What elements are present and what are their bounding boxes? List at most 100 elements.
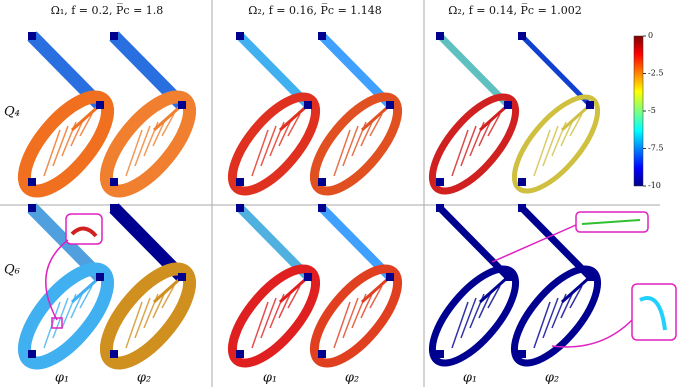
node — [304, 101, 312, 109]
loop — [17, 90, 115, 198]
bar — [520, 34, 592, 107]
lattice — [360, 289, 375, 319]
loop — [510, 265, 602, 367]
lattice — [342, 125, 359, 167]
lattice — [351, 293, 367, 329]
lattice — [569, 113, 583, 137]
structure — [510, 204, 602, 367]
lattice — [260, 125, 277, 167]
node — [96, 101, 104, 109]
node — [518, 350, 526, 358]
node — [586, 101, 594, 109]
row-label: Q₆ — [4, 263, 20, 278]
lattice — [533, 301, 551, 349]
node — [318, 178, 326, 186]
node — [318, 204, 326, 212]
node — [436, 350, 444, 358]
lattice — [333, 129, 351, 177]
bar — [279, 103, 309, 132]
node — [518, 204, 526, 212]
lattice — [542, 125, 559, 167]
node — [518, 32, 526, 40]
lattice — [251, 129, 269, 177]
loop — [309, 264, 403, 368]
structure — [99, 31, 197, 198]
node — [436, 32, 444, 40]
lattice — [260, 297, 277, 339]
structure — [428, 32, 520, 195]
node — [386, 101, 394, 109]
lattice — [278, 289, 293, 319]
lattice — [551, 121, 567, 157]
panels — [17, 31, 602, 370]
lattice — [152, 289, 167, 319]
node — [110, 204, 118, 212]
panel-label: φ₂ — [545, 371, 559, 386]
lattice — [278, 117, 293, 147]
colorbar-label: -5 — [648, 106, 656, 115]
loop — [511, 94, 601, 194]
lattice — [487, 113, 501, 137]
structure — [309, 204, 403, 368]
node — [236, 178, 244, 186]
bar — [153, 103, 183, 132]
inset-detail — [70, 226, 98, 238]
lattice — [287, 113, 301, 137]
lattice — [143, 121, 159, 157]
structure — [227, 32, 321, 196]
column-title: Ω₂, f = 0.16, P̅c = 1.148 — [248, 3, 382, 17]
node — [28, 350, 36, 358]
loop — [227, 92, 321, 196]
lattice — [451, 301, 469, 349]
node — [28, 32, 36, 40]
loop — [17, 262, 115, 370]
lattice — [61, 293, 77, 329]
lattice — [560, 117, 575, 147]
node — [236, 32, 244, 40]
lattice — [251, 301, 269, 349]
lattice — [478, 289, 493, 319]
inset — [631, 283, 677, 341]
node — [504, 273, 512, 281]
lattice — [333, 301, 351, 349]
lattice — [342, 297, 359, 339]
bar — [561, 103, 591, 132]
loop — [428, 265, 520, 367]
structure — [227, 204, 321, 368]
bar — [479, 103, 509, 132]
lattice — [134, 297, 151, 339]
node — [436, 204, 444, 212]
node — [436, 178, 444, 186]
panel-label: φ₂ — [137, 371, 151, 386]
lattice — [125, 129, 143, 177]
node — [110, 32, 118, 40]
lattice — [269, 121, 285, 157]
panel-label: φ₁ — [263, 371, 277, 386]
row-label: Q₄ — [4, 105, 20, 120]
inset-link — [551, 319, 633, 348]
colorbar-label: -10 — [648, 181, 661, 190]
lattice — [70, 289, 85, 319]
lattice — [61, 121, 77, 157]
colorbar-label: 0 — [648, 31, 653, 40]
bar — [437, 205, 511, 280]
bar — [519, 205, 593, 280]
bar — [561, 275, 591, 304]
loop — [227, 264, 321, 368]
lattice — [551, 293, 567, 329]
node — [236, 204, 244, 212]
loop — [99, 262, 197, 370]
bar — [361, 275, 391, 304]
lattice — [560, 289, 575, 319]
node — [304, 273, 312, 281]
node — [110, 178, 118, 186]
lattice — [360, 117, 375, 147]
loop — [99, 90, 197, 198]
lattice — [79, 285, 93, 309]
lattice — [569, 285, 583, 309]
node — [96, 273, 104, 281]
lattice — [161, 285, 175, 309]
colorbar-label: -7.5 — [648, 144, 663, 153]
panel-label: φ₁ — [463, 371, 477, 386]
